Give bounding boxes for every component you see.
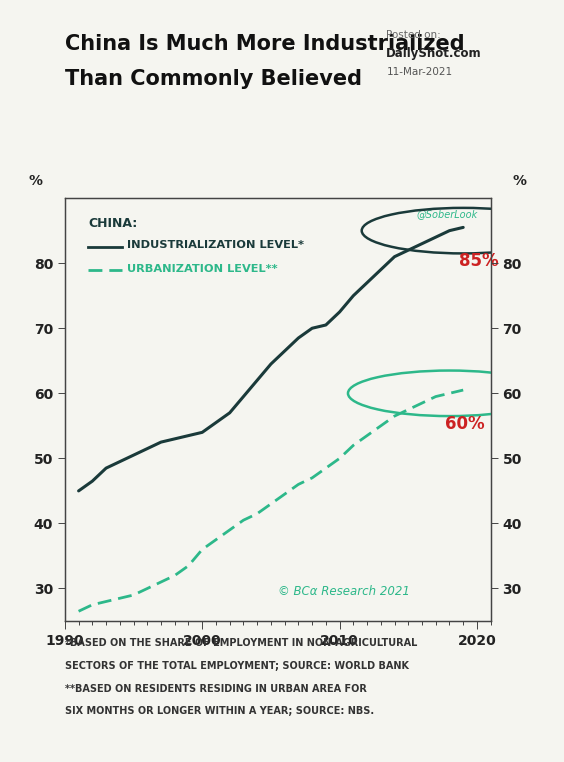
Text: %: % [513,174,527,187]
Text: %: % [29,174,43,187]
Text: DailyShot.com: DailyShot.com [386,47,482,60]
Text: 60%: 60% [446,415,485,433]
Text: INDUSTRIALIZATION LEVEL*: INDUSTRIALIZATION LEVEL* [126,241,303,251]
Text: CHINA:: CHINA: [89,217,138,230]
Text: **BASED ON RESIDENTS RESIDING IN URBAN AREA FOR: **BASED ON RESIDENTS RESIDING IN URBAN A… [65,684,367,693]
Text: @SoberLook: @SoberLook [417,209,478,219]
Text: 85%: 85% [459,252,499,271]
Text: © BCα Research 2021: © BCα Research 2021 [277,584,409,597]
Text: URBANIZATION LEVEL**: URBANIZATION LEVEL** [126,264,277,274]
Text: SECTORS OF THE TOTAL EMPLOYMENT; SOURCE: WORLD BANK: SECTORS OF THE TOTAL EMPLOYMENT; SOURCE:… [65,661,409,671]
Text: *BASED ON THE SHARE OF EMPLOYMENT IN NON-AGRICULTURAL: *BASED ON THE SHARE OF EMPLOYMENT IN NON… [65,638,417,648]
Text: SIX MONTHS OR LONGER WITHIN A YEAR; SOURCE: NBS.: SIX MONTHS OR LONGER WITHIN A YEAR; SOUR… [65,706,374,716]
Text: 11-Mar-2021: 11-Mar-2021 [386,67,452,77]
Text: Posted on:: Posted on: [386,30,441,40]
Text: China Is Much More Industrialized: China Is Much More Industrialized [65,34,465,54]
Text: Than Commonly Believed: Than Commonly Believed [65,69,362,88]
